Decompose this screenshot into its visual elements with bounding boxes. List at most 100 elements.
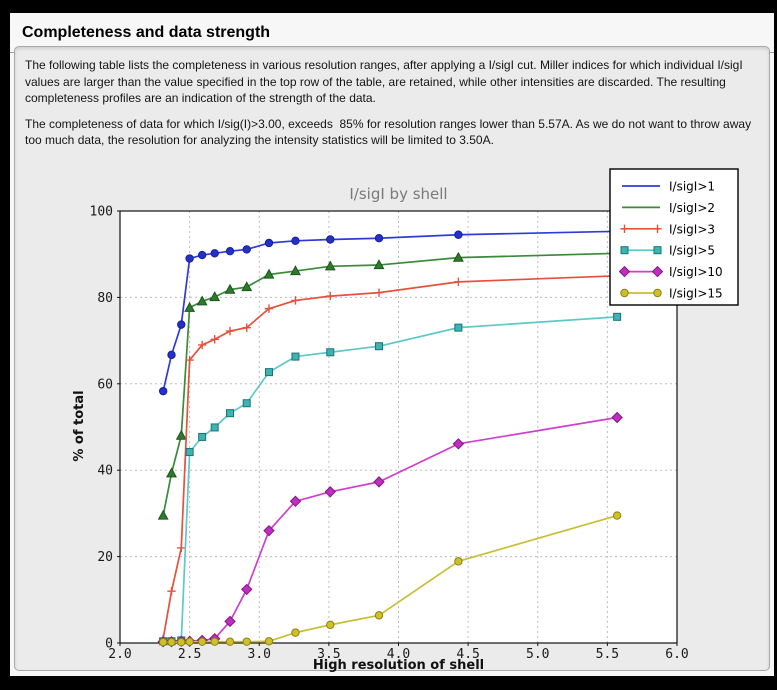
marker-circle xyxy=(197,250,207,260)
marker-circle xyxy=(197,637,207,646)
series-line xyxy=(162,315,618,643)
x-tick-label: 3.5 xyxy=(317,647,340,662)
y-tick-label: 40 xyxy=(97,464,113,479)
x-axis: 2.0 2.5 3.0 3.5 4.0 4.5 5.0 5.5 6.0 xyxy=(108,647,688,662)
marker-plus xyxy=(210,335,219,344)
marker-square xyxy=(613,312,622,321)
legend-item: I/sigI>15 xyxy=(620,287,723,301)
x-tick-label: 4.5 xyxy=(456,647,479,662)
marker-triangle xyxy=(224,283,236,294)
marker-circle xyxy=(620,288,629,298)
plot-frame xyxy=(119,210,678,644)
marker-plus xyxy=(374,288,384,297)
marker-circle xyxy=(326,620,335,630)
marker-circle xyxy=(158,637,168,647)
series-line xyxy=(162,230,618,392)
grid xyxy=(120,211,677,643)
marker-square xyxy=(653,246,662,255)
marker-square xyxy=(454,323,463,332)
marker-circle xyxy=(185,254,194,263)
marker-triangle xyxy=(373,259,385,270)
report-window: Completeness and data strength The follo… xyxy=(10,13,774,676)
intro-paragraph-2: The completeness of data for which I/sig… xyxy=(25,116,755,148)
marker-circle xyxy=(242,637,251,646)
legend-label: I/sigI>3 xyxy=(669,222,715,236)
marker-triangle xyxy=(196,295,208,306)
marker-plus xyxy=(620,224,629,233)
marker-diamond xyxy=(373,476,385,488)
legend-label: I/sigI>5 xyxy=(669,244,715,258)
legend-label: I/sigI>15 xyxy=(669,287,723,301)
marker-triangle xyxy=(452,251,464,262)
marker-circle xyxy=(225,246,235,256)
series-i-sigi-15 xyxy=(158,511,622,647)
x-tick-label: 3.0 xyxy=(248,647,271,662)
chart-title: I/sigI by shell xyxy=(349,185,447,203)
y-tick-label: 60 xyxy=(97,377,113,392)
marker-square xyxy=(242,399,251,408)
series-line xyxy=(162,252,618,517)
marker-square xyxy=(291,352,300,361)
legend-item: I/sigI>3 xyxy=(620,222,715,236)
legend-item: I/sigI>5 xyxy=(620,244,715,258)
marker-plus xyxy=(242,323,251,332)
marker-circle xyxy=(264,238,274,248)
marker-triangle xyxy=(157,509,169,520)
marker-circle xyxy=(158,386,168,396)
marker-plus xyxy=(264,304,274,313)
marker-circle xyxy=(185,637,194,646)
marker-circle xyxy=(291,236,300,246)
marker-circle xyxy=(225,637,235,646)
x-tick-label: 2.5 xyxy=(178,647,201,662)
marker-circle xyxy=(210,637,219,646)
legend-item: I/sigI>2 xyxy=(622,201,715,215)
marker-plus xyxy=(197,340,207,350)
marker-plus xyxy=(177,543,186,553)
marker-circle xyxy=(167,350,176,360)
marker-circle xyxy=(454,557,463,566)
marker-triangle xyxy=(184,301,196,312)
marker-circle xyxy=(210,249,219,258)
marker-circle xyxy=(167,637,176,647)
marker-triangle xyxy=(324,260,336,271)
chart-legend: I/sigI>1 I/sigI>2 I/sigI>3 I/sigI>5 I/sigI>1… xyxy=(609,168,739,306)
marker-diamond xyxy=(611,411,623,424)
marker-diamond xyxy=(324,486,336,498)
marker-plus xyxy=(326,291,335,301)
marker-circle xyxy=(374,234,384,243)
marker-plus xyxy=(454,277,463,287)
marker-circle xyxy=(454,230,463,239)
marker-circle xyxy=(177,320,186,329)
x-tick-label: 5.0 xyxy=(526,647,549,662)
marker-circle xyxy=(264,637,274,646)
intro-paragraph-1: The following table lists the completene… xyxy=(25,58,747,105)
marker-plus xyxy=(225,326,235,336)
marker-square xyxy=(185,448,194,457)
content-panel[interactable]: The following table lists the completene… xyxy=(14,46,770,673)
x-tick-label: 6.0 xyxy=(665,647,688,662)
marker-square xyxy=(210,423,219,432)
marker-square xyxy=(326,348,335,357)
marker-triangle xyxy=(175,429,187,440)
marker-triangle xyxy=(166,467,177,478)
marker-circle xyxy=(177,637,186,647)
marker-triangle xyxy=(209,291,221,302)
marker-square xyxy=(264,368,273,377)
legend-item: I/sigI>10 xyxy=(618,265,723,279)
x-axis-label: High resolution of shell xyxy=(313,658,484,673)
marker-triangle xyxy=(263,268,275,279)
marker-diamond xyxy=(618,265,631,278)
marker-circle xyxy=(374,611,384,620)
marker-plus xyxy=(653,224,662,233)
marker-plus xyxy=(185,355,194,365)
chart-canvas: 2.0 2.5 3.0 3.5 4.0 4.5 5.0 5.5 6.0 0 20 40 60 80 100 I… xyxy=(72,168,739,673)
marker-circle xyxy=(612,511,622,520)
legend-label: I/sigI>10 xyxy=(669,265,723,279)
y-tick-label: 0 xyxy=(105,637,113,652)
marker-diamond xyxy=(263,524,275,537)
legend-label: I/sigI>1 xyxy=(669,180,715,194)
x-tick-label: 4.0 xyxy=(387,647,410,662)
marker-square xyxy=(375,342,384,351)
legend-box xyxy=(609,168,739,306)
completeness-chart: 2.0 2.5 3.0 3.5 4.0 4.5 5.0 5.5 6.0 0 20 40 60 80 100 I… xyxy=(61,159,761,673)
